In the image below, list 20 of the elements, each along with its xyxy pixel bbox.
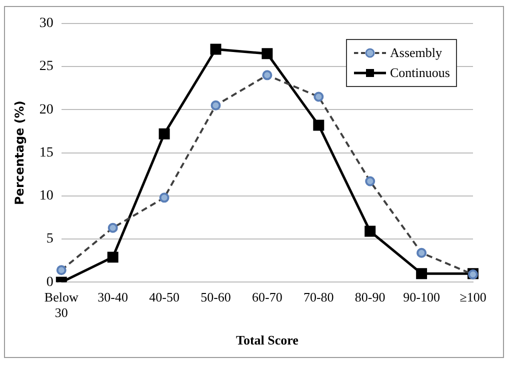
y-tick-label: 30 [39,16,54,32]
y-axis-title: Percentage (%) [12,100,26,205]
y-tick-label: 0 [46,274,54,290]
x-tick-label: 40-50 [149,289,180,304]
x-tick-label: 80-90 [354,289,386,304]
legend-label: Assembly [390,45,442,62]
x-tick-label: ≥100 [460,289,486,304]
x-tick-label: 70-80 [303,289,334,304]
y-tick-label: 20 [39,102,54,118]
y-tick-label: 25 [39,59,54,74]
y-tick-label: 5 [46,232,54,247]
x-tick-label: 50-60 [200,289,231,304]
x-tick-label: Below 30 [44,289,79,320]
y-tick-label: 10 [39,188,54,204]
x-tick-label: 60-70 [252,289,282,304]
x-axis-title: Total Score [236,332,299,348]
y-tick-label: 15 [39,145,54,160]
legend-label: Continuous [390,65,450,82]
x-tick-label: 90-100 [403,289,440,304]
x-tick-label: 30-40 [98,289,128,304]
